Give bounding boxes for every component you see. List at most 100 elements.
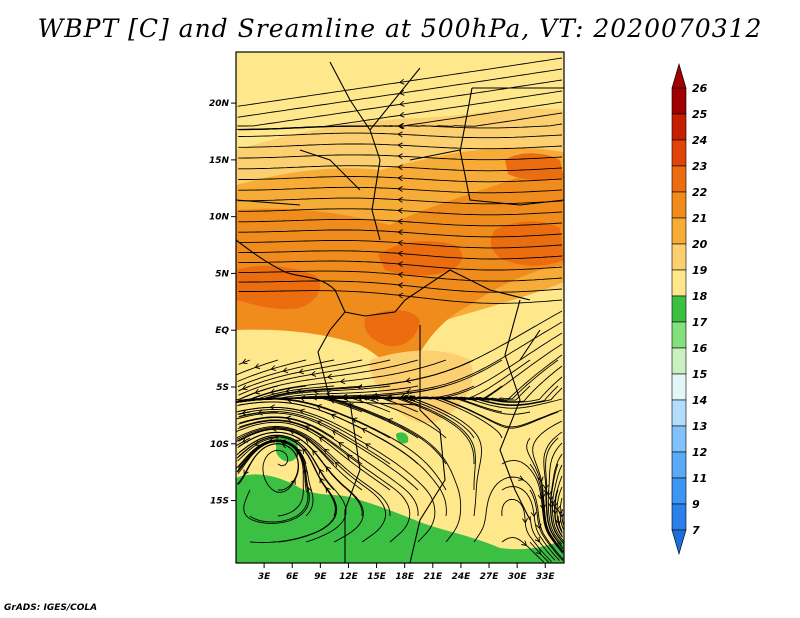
streamline-arrow [338, 442, 344, 448]
streamline [236, 396, 559, 429]
streamline-arrow [397, 218, 403, 225]
streamline-arrow [397, 196, 403, 203]
colorbar-segment [671, 451, 687, 479]
streamline-arrow [289, 428, 296, 435]
streamline [237, 417, 419, 517]
streamline [238, 359, 251, 365]
colorbar-label: 18 [692, 290, 708, 303]
lon-tick-label: 33E [536, 572, 556, 582]
streamline-arrow [387, 418, 394, 424]
streamline-arrow [241, 358, 248, 365]
streamline [238, 250, 563, 260]
wbpt-zone-23-north [505, 153, 564, 181]
streamline-arrow [398, 89, 405, 96]
streamline-arrow [285, 415, 292, 422]
streamline [238, 260, 563, 271]
colorbar-segment [671, 347, 687, 375]
streamline-arrow [397, 123, 403, 130]
colorbar-segment [671, 373, 687, 401]
streamline-arrow [397, 186, 403, 192]
lon-tick-label: 3E [258, 572, 271, 582]
streamline-arrow [298, 368, 305, 375]
streamline-arrow [305, 486, 312, 493]
lat-tick-label: 10N [209, 213, 230, 223]
streamline-arrow [397, 164, 403, 171]
streamline-arrow [296, 448, 303, 455]
streamline-arrow [334, 461, 341, 468]
colorbar-segment [671, 191, 687, 219]
streamline [238, 165, 563, 172]
streamline [238, 229, 563, 238]
streamline-arrow [397, 271, 404, 278]
streamline-arrow [543, 489, 550, 496]
streamline-arrow [374, 395, 381, 402]
streamline-arrow [537, 476, 544, 483]
colorbar-label: 16 [692, 342, 708, 355]
colorbar-segment [671, 87, 687, 115]
colorbar-label: 17 [692, 316, 708, 329]
lat-tick-label: EQ [215, 326, 229, 336]
streamline [238, 270, 563, 282]
streamline [238, 359, 447, 401]
colorbar-label: 26 [692, 82, 708, 95]
longitude-axis: 3E 6E 9E 12E 15E 18E 21E 24E 27E 30E 33E [258, 563, 556, 582]
streamline-arrow [290, 479, 296, 485]
colorbar: 26 25 24 23 22 21 20 19 18 17 16 15 14 13 12 11 9 7 [671, 62, 708, 556]
wbpt-zone-18-patch-b [396, 432, 409, 444]
wbpt-zone-20-south [369, 350, 473, 424]
streamline [238, 208, 563, 216]
lon-tick-label: 30E [508, 572, 528, 582]
streamline-arrow [319, 468, 325, 475]
streamline [238, 132, 563, 139]
streamline-arrow [351, 417, 358, 424]
streamline-arrow [535, 523, 542, 530]
streamline-arrow [357, 384, 363, 391]
streamline-arrow [397, 292, 404, 299]
streamline [238, 186, 563, 194]
streamline-arrow [397, 261, 403, 268]
streamline [236, 359, 279, 376]
lon-tick-label: 12E [339, 572, 359, 582]
streamline-arrow [331, 430, 338, 436]
streamline-arrow [521, 540, 528, 546]
wbpt-zone-22 [236, 174, 564, 385]
colorbar-label: 11 [692, 472, 707, 485]
colorbar-label: 7 [692, 524, 700, 537]
streamline-arrow [364, 443, 371, 449]
streamline-arrow [398, 78, 405, 85]
colorbar-segment [671, 503, 687, 531]
streamline-arrow [397, 175, 403, 182]
colorbar-label: 20 [692, 238, 708, 251]
streamline [501, 536, 545, 563]
streamline [238, 218, 563, 227]
wbpt-zone-18-south [236, 474, 564, 563]
streamline-arrow [555, 519, 562, 525]
streamline [238, 280, 563, 293]
colorbar-label: 25 [692, 108, 708, 121]
lat-tick-label: 10S [210, 440, 229, 450]
colorbar-label: 24 [692, 134, 707, 147]
colorbar-label: 23 [692, 160, 708, 173]
streamline-arrow [325, 390, 332, 397]
lat-tick-label: 5S [216, 383, 229, 393]
colorbar-label: 14 [692, 394, 707, 407]
streamline [236, 412, 419, 491]
streamline-arrow [535, 549, 542, 555]
streamline-arrow [542, 484, 549, 490]
wbpt-zone-23-central [378, 241, 463, 276]
streamline-arrow [282, 367, 289, 374]
map-panel [236, 52, 564, 563]
streamline-arrow [397, 207, 403, 214]
streamline-arrow [318, 436, 325, 443]
streamline [501, 459, 564, 554]
streamline-arrow [361, 427, 368, 434]
streamline [501, 498, 552, 563]
streamline-arrow [310, 370, 317, 377]
streamline [238, 154, 563, 161]
streamline-arrow [270, 365, 277, 371]
lon-tick-label: 21E [423, 572, 443, 582]
streamline-arrow [281, 442, 288, 449]
grads-credit: GrADS: IGES/COLA [4, 603, 98, 613]
streamline-arrow [397, 153, 403, 160]
lat-tick-label: 15N [209, 156, 230, 166]
